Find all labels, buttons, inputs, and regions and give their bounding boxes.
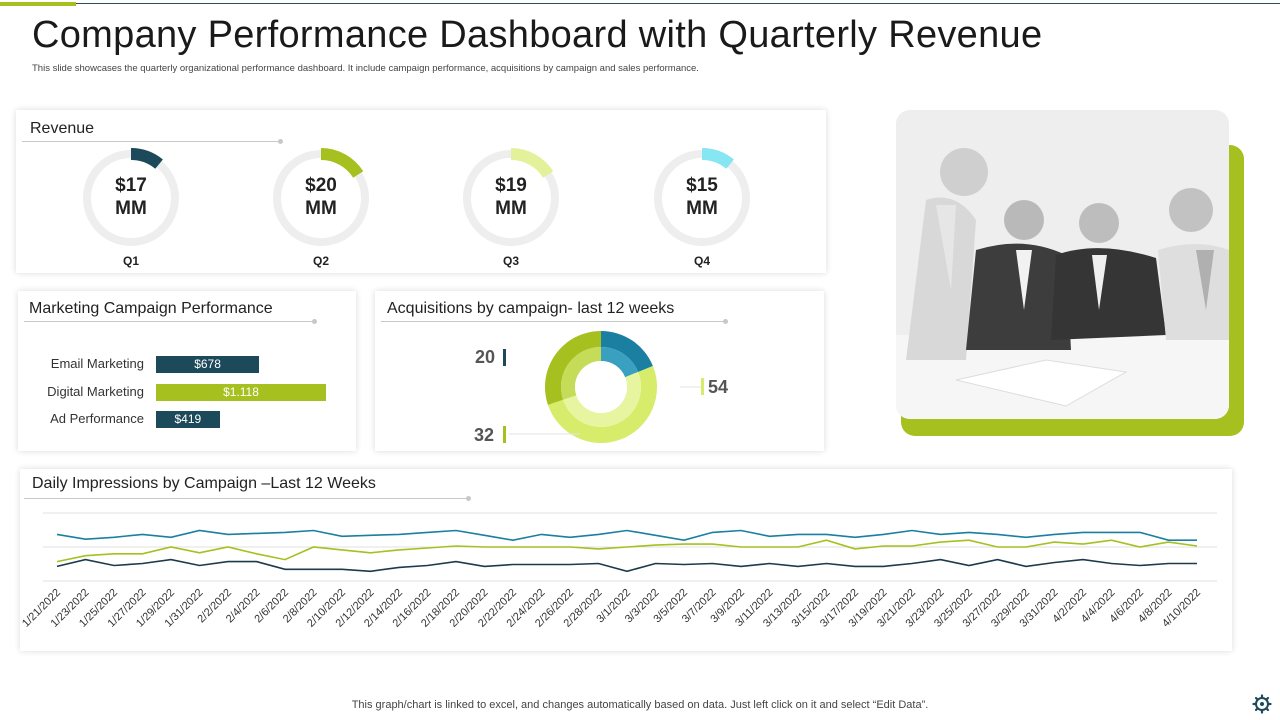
donut-tick-20	[503, 349, 506, 366]
gauge-q1-value: $17 MM	[81, 174, 181, 220]
donut-tick-54	[701, 378, 704, 395]
donut-tick-32	[503, 426, 506, 443]
gauge-q2-value: $20 MM	[271, 174, 371, 220]
bar-label-ad: Ad Performance	[14, 411, 144, 426]
team-meeting-illustration	[896, 110, 1229, 419]
donut-hole	[575, 361, 627, 413]
donut-label-20: 20	[475, 347, 495, 368]
page-title: Company Performance Dashboard with Quart…	[32, 14, 1042, 57]
gauge-q4-value: $15 MM	[652, 174, 752, 220]
gauge-q4-value-line2: MM	[686, 198, 718, 219]
gauge-q1-value-line1: $17	[115, 175, 147, 196]
gauge-q1-label: Q1	[81, 254, 181, 268]
bar-label-digital: Digital Marketing	[14, 384, 144, 399]
donut-label-54: 54	[708, 377, 728, 398]
gauge-q3-value-line2: MM	[495, 198, 527, 219]
revenue-title-rule	[22, 141, 280, 142]
team-meeting-photo	[896, 110, 1229, 419]
bar-digital: $1.118	[156, 384, 326, 401]
gauge-q3-value: $19 MM	[461, 174, 561, 220]
gear-icon	[1252, 694, 1272, 714]
gauge-q4-value-line1: $15	[686, 175, 718, 196]
acquisitions-card: Acquisitions by campaign- last 12 weeks …	[375, 291, 824, 451]
series-line-2	[57, 540, 1197, 561]
marketing-title: Marketing Campaign Performance	[29, 300, 273, 318]
donut-label-32: 32	[474, 425, 494, 446]
footer-note: This graph/chart is linked to excel, and…	[0, 699, 1280, 711]
gauge-q3-value-line1: $19	[495, 175, 527, 196]
bar-email: $678	[156, 356, 259, 373]
gauge-q3-label: Q3	[461, 254, 561, 268]
gauge-q1-value-line2: MM	[115, 198, 147, 219]
acquisitions-title-rule	[381, 321, 725, 322]
revenue-title: Revenue	[30, 120, 94, 138]
impressions-card: Daily Impressions by Campaign –Last 12 W…	[20, 469, 1232, 651]
top-accent-bar	[0, 2, 76, 6]
page-subtitle: This slide showcases the quarterly organ…	[32, 63, 699, 74]
top-rule	[0, 3, 1280, 4]
revenue-card: Revenue $17 MM Q1 $20 MM Q2 $19 MM Q3 $15 MM…	[16, 110, 826, 273]
acquisitions-title: Acquisitions by campaign- last 12 weeks	[387, 300, 674, 318]
gauge-q2-value-line1: $20	[305, 175, 337, 196]
gauge-q4-label: Q4	[652, 254, 752, 268]
bar-ad: $419	[156, 411, 220, 428]
series-line-1	[57, 531, 1197, 541]
impressions-line-chart: 1/21/20221/23/20221/25/20221/27/20221/29…	[20, 469, 1232, 651]
series-line-3	[57, 560, 1197, 572]
gauge-q2-value-line2: MM	[305, 198, 337, 219]
bar-label-email: Email Marketing	[14, 356, 144, 371]
gauge-q2-label: Q2	[271, 254, 371, 268]
marketing-title-rule	[24, 321, 314, 322]
marketing-card: Marketing Campaign Performance Email Mar…	[18, 291, 356, 451]
acquisitions-donut	[543, 329, 659, 445]
